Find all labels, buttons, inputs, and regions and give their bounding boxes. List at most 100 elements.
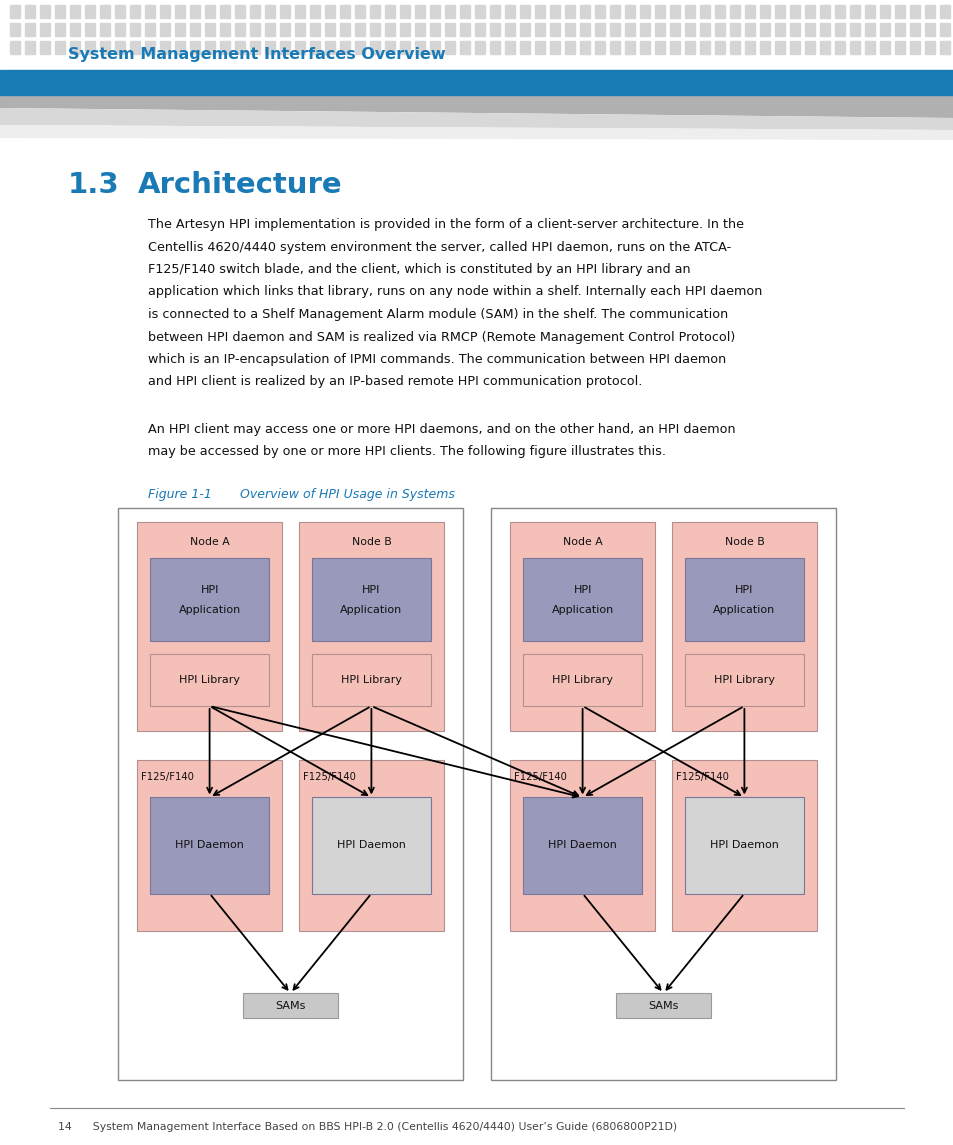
Bar xyxy=(444,5,455,18)
Bar xyxy=(174,5,185,18)
Bar xyxy=(430,5,439,18)
Bar xyxy=(564,41,575,54)
Text: Architecture: Architecture xyxy=(138,171,342,199)
Text: SAMs: SAMs xyxy=(648,1001,678,1011)
Bar xyxy=(684,654,803,706)
Text: HPI Daemon: HPI Daemon xyxy=(709,840,778,851)
Bar xyxy=(115,41,125,54)
Text: F125/F140 switch blade, and the client, which is constituted by an HPI library a: F125/F140 switch blade, and the client, … xyxy=(148,263,690,276)
Bar xyxy=(294,41,305,54)
Text: HPI Library: HPI Library xyxy=(179,674,240,685)
Bar xyxy=(490,23,499,35)
Bar xyxy=(820,41,829,54)
Text: F125/F140: F125/F140 xyxy=(302,772,355,782)
Bar xyxy=(174,23,185,35)
Bar xyxy=(789,41,800,54)
Bar xyxy=(609,41,619,54)
Text: F125/F140: F125/F140 xyxy=(675,772,728,782)
Bar xyxy=(0,70,953,95)
Bar xyxy=(522,558,641,641)
Bar xyxy=(849,41,859,54)
Bar xyxy=(774,5,784,18)
Bar xyxy=(280,41,290,54)
Bar xyxy=(174,41,185,54)
Bar xyxy=(564,5,575,18)
Bar xyxy=(444,41,455,54)
Bar xyxy=(924,5,934,18)
Bar xyxy=(234,5,245,18)
Bar xyxy=(85,23,95,35)
Bar xyxy=(55,5,65,18)
Bar xyxy=(130,23,140,35)
Bar xyxy=(145,41,154,54)
Bar xyxy=(205,41,214,54)
Bar xyxy=(849,5,859,18)
Bar xyxy=(325,41,335,54)
Bar xyxy=(370,41,379,54)
Bar xyxy=(160,41,170,54)
Bar xyxy=(760,41,769,54)
Bar xyxy=(655,23,664,35)
Text: F125/F140: F125/F140 xyxy=(141,772,193,782)
Bar xyxy=(150,797,269,893)
Bar xyxy=(684,41,695,54)
Text: HPI: HPI xyxy=(573,585,591,594)
Bar xyxy=(535,41,544,54)
Bar xyxy=(774,41,784,54)
Bar xyxy=(100,5,110,18)
Bar xyxy=(55,23,65,35)
Bar xyxy=(250,23,260,35)
Bar xyxy=(385,5,395,18)
Bar xyxy=(100,23,110,35)
Bar xyxy=(325,23,335,35)
Text: An HPI client may access one or more HPI daemons, and on the other hand, an HPI : An HPI client may access one or more HPI… xyxy=(148,423,735,436)
Text: HPI: HPI xyxy=(735,585,753,594)
Bar xyxy=(265,41,274,54)
Bar xyxy=(220,41,230,54)
Bar xyxy=(834,41,844,54)
Bar xyxy=(510,522,655,731)
Text: Node B: Node B xyxy=(351,537,391,547)
Bar xyxy=(714,23,724,35)
Bar xyxy=(579,41,589,54)
Text: HPI Daemon: HPI Daemon xyxy=(175,840,244,851)
Bar xyxy=(909,23,919,35)
Bar xyxy=(684,558,803,641)
Bar xyxy=(40,23,50,35)
Text: and HPI client is realized by an IP-based remote HPI communication protocol.: and HPI client is realized by an IP-base… xyxy=(148,376,641,388)
Bar xyxy=(624,5,635,18)
Bar xyxy=(700,23,709,35)
Bar xyxy=(160,23,170,35)
Text: application which links that library, runs on any node within a shelf. Internall: application which links that library, ru… xyxy=(148,285,761,299)
Text: Node A: Node A xyxy=(190,537,230,547)
Bar xyxy=(729,23,740,35)
Bar xyxy=(250,5,260,18)
Bar xyxy=(609,23,619,35)
Bar xyxy=(616,994,710,1018)
Bar xyxy=(804,5,814,18)
Bar xyxy=(760,5,769,18)
Bar xyxy=(744,23,754,35)
Bar xyxy=(205,5,214,18)
Bar xyxy=(312,654,431,706)
Text: Centellis 4620/4440 system environment the server, called HPI daemon, runs on th: Centellis 4620/4440 system environment t… xyxy=(148,240,731,253)
Bar xyxy=(430,41,439,54)
Bar xyxy=(519,23,530,35)
Bar xyxy=(85,5,95,18)
Bar xyxy=(729,41,740,54)
Bar xyxy=(70,41,80,54)
Bar xyxy=(894,41,904,54)
Text: HPI: HPI xyxy=(200,585,218,594)
Bar xyxy=(522,654,641,706)
Bar xyxy=(250,41,260,54)
Bar xyxy=(504,5,515,18)
Bar xyxy=(774,23,784,35)
Bar xyxy=(894,5,904,18)
Bar xyxy=(700,5,709,18)
Bar xyxy=(550,41,559,54)
Bar xyxy=(939,41,949,54)
Bar xyxy=(714,5,724,18)
Bar xyxy=(355,41,365,54)
Text: is connected to a Shelf Management Alarm module (SAM) in the shelf. The communic: is connected to a Shelf Management Alarm… xyxy=(148,308,727,321)
Bar xyxy=(684,797,803,893)
